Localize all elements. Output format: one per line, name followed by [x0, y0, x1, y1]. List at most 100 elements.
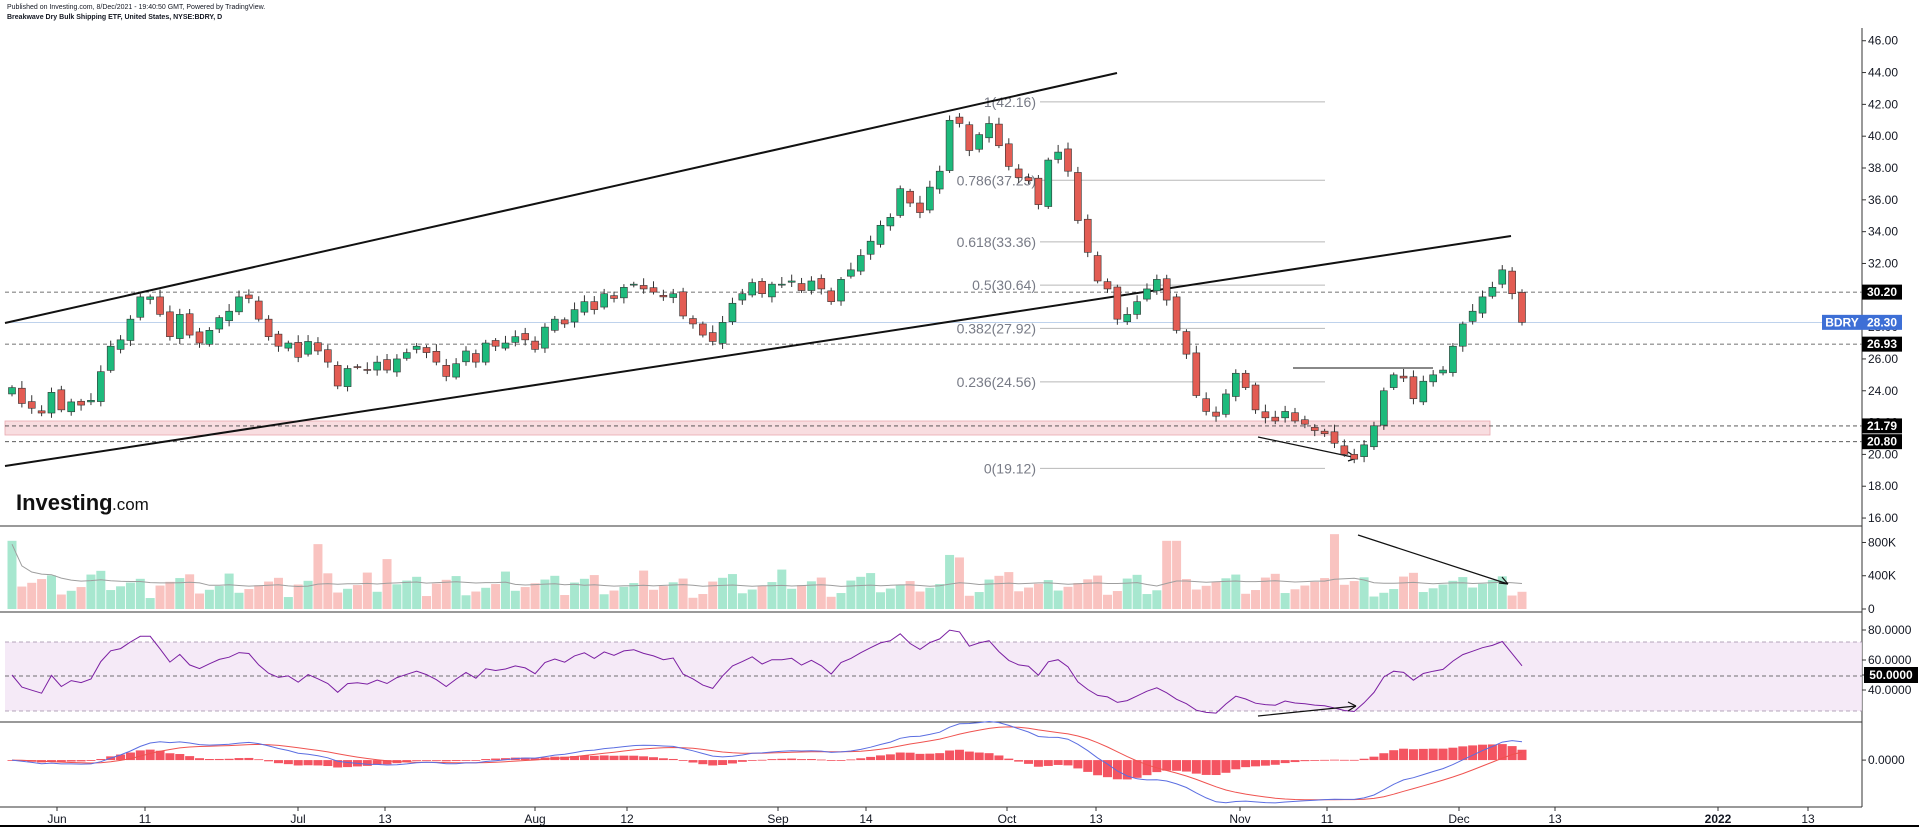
volume-bar	[1339, 584, 1349, 609]
time-tick-label: 2022	[1705, 812, 1732, 826]
price-tag-label: 30.20	[1867, 285, 1897, 299]
macd-hist-bar	[816, 759, 826, 761]
volume-bar	[1181, 579, 1191, 609]
volume-bar	[530, 583, 540, 609]
volume-bar	[649, 589, 659, 609]
macd-hist-bar	[1478, 744, 1488, 761]
volume-bar	[1063, 586, 1073, 609]
trend-channel-upper	[4, 72, 1118, 324]
time-tick-label: 13	[1089, 812, 1103, 826]
volume-bar	[866, 573, 876, 609]
macd-hist-bar	[224, 758, 234, 761]
candle-body	[728, 302, 737, 323]
divergence-arrow-line	[1257, 436, 1358, 459]
volume-bar	[352, 585, 362, 609]
price-tick-label: 26.00	[1868, 352, 1898, 366]
candle-body	[629, 283, 638, 286]
candle-body	[639, 285, 648, 290]
price-panel[interactable]: 1(42.16) 0.786(37.23) 0.618(33.36) 0.5(30.6…	[4, 34, 1902, 525]
volume-divergence-arrowhead	[1498, 576, 1509, 585]
candle-body	[225, 310, 233, 322]
candle-body	[333, 365, 342, 387]
macd-hist-bar	[1201, 760, 1211, 775]
macd-hist-bar	[1300, 760, 1310, 762]
candle-body	[1212, 411, 1220, 417]
candle-body	[995, 123, 1003, 147]
volume-bar	[1517, 591, 1527, 609]
candle-body	[156, 296, 164, 315]
candle-body	[383, 359, 391, 371]
candle-body	[847, 269, 855, 277]
volume-bar	[737, 593, 747, 609]
volume-bar	[214, 586, 224, 609]
macd-hist-bar	[1162, 760, 1172, 771]
price-tag-bg	[1862, 314, 1902, 330]
macd-hist-bar	[974, 752, 984, 761]
macd-hist-bar	[599, 755, 609, 761]
macd-hist-bar	[767, 759, 777, 761]
candle-body	[906, 190, 914, 204]
volume-tick-label: 400K	[1868, 569, 1896, 583]
candle-body	[1123, 314, 1132, 323]
price-tag-label: 20.80	[1867, 435, 1897, 449]
candle-body	[1458, 323, 1467, 347]
rsi-mid-tag	[1864, 667, 1918, 683]
candle-body	[1004, 143, 1013, 167]
macd-hist-bar	[609, 755, 619, 761]
fib-level-label: 0.236(24.56)	[957, 374, 1036, 390]
volume-bar	[510, 590, 520, 609]
volume-bar	[135, 578, 145, 609]
macd-hist-bar	[589, 755, 599, 761]
volume-bar	[491, 584, 501, 609]
candle-body	[1291, 412, 1299, 422]
candle-body	[97, 371, 105, 402]
volume-bar	[333, 592, 343, 609]
macd-hist-bar	[619, 755, 629, 761]
volume-bar	[106, 590, 116, 609]
candle-body	[876, 224, 885, 245]
volume-bar	[27, 582, 37, 609]
candle-body	[807, 280, 816, 291]
candle-body	[215, 317, 224, 330]
fib-level-label: 0.5(30.64)	[972, 277, 1036, 293]
candle-body	[136, 296, 145, 318]
macd-hist-bar	[915, 753, 925, 761]
volume-panel[interactable]: 800K 400K 0	[7, 534, 1897, 616]
volume-bar	[372, 591, 382, 609]
candle-body	[1389, 374, 1398, 388]
candle-body	[1034, 177, 1043, 205]
candle-body	[580, 301, 589, 313]
macd-hist-bar	[866, 756, 876, 761]
macd-hist-bar	[1487, 744, 1497, 761]
volume-bar	[1438, 584, 1448, 609]
price-tag-bg	[1862, 418, 1902, 434]
candle-body	[1143, 288, 1151, 300]
volume-bar	[609, 590, 619, 609]
volume-bar	[1251, 590, 1261, 609]
volume-bar	[767, 582, 777, 609]
volume-bar	[244, 589, 254, 609]
candle-body	[708, 332, 717, 342]
volume-bar	[1162, 540, 1172, 609]
volume-bar	[66, 590, 76, 609]
candle-body	[304, 341, 312, 355]
macd-hist-bar	[96, 758, 106, 761]
candle-body	[787, 280, 796, 283]
price-tick-label: 42.00	[1868, 97, 1898, 111]
support-zone	[4, 420, 1491, 436]
macd-hist-bar	[422, 760, 432, 761]
candle-body	[432, 351, 441, 363]
logo-text: Investing	[16, 490, 113, 515]
macd-panel[interactable]: 0.0000	[7, 720, 1906, 804]
rsi-divergence-line	[1257, 705, 1357, 717]
candle-body	[462, 350, 470, 363]
volume-bar	[797, 585, 807, 609]
volume-bar	[895, 584, 905, 609]
price-axis: 46.00 44.00 42.00 40.00 38.00 36.00 34.00 32.00…	[1822, 34, 1902, 525]
price-tag-bg	[1862, 284, 1902, 300]
candle-body	[343, 368, 352, 387]
volume-tick-label: 0	[1868, 602, 1875, 616]
volume-bar	[1300, 585, 1310, 609]
